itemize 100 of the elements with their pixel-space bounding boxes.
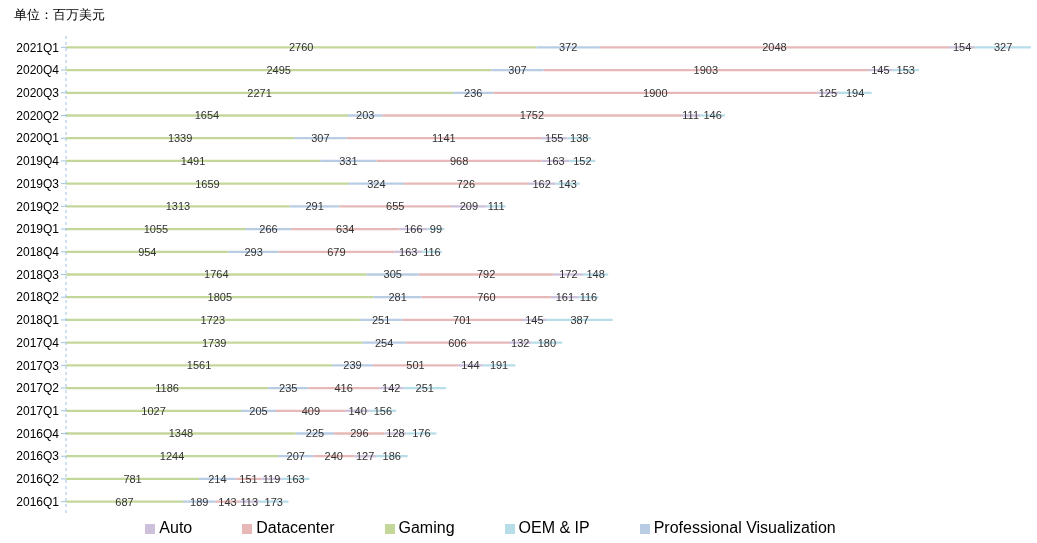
data-label: 281	[388, 291, 407, 304]
data-label: 1339	[167, 132, 193, 145]
data-label: 214	[208, 472, 227, 485]
data-label: 324	[367, 177, 386, 190]
data-label: 291	[305, 200, 324, 213]
y-tick-label: 2020Q3	[16, 86, 60, 101]
data-label: 111	[682, 109, 700, 122]
data-label: 2271	[247, 86, 272, 99]
data-label: 1055	[143, 222, 169, 235]
data-label: 166	[404, 222, 423, 235]
y-tick-label: 2017Q3	[16, 358, 60, 373]
data-label: 2760	[289, 41, 314, 54]
data-label: 172	[559, 268, 578, 281]
data-label: 1141	[432, 132, 456, 145]
data-label: 305	[383, 268, 402, 281]
data-label: 156	[373, 404, 393, 417]
data-label: 132	[511, 336, 530, 349]
y-tick-label: 2019Q4	[16, 154, 60, 169]
y-tick-label: 2019Q3	[16, 176, 60, 191]
data-label: 128	[386, 427, 405, 440]
y-tick-label: 2018Q1	[16, 313, 60, 328]
data-label: 180	[537, 336, 557, 349]
data-label: 207	[286, 450, 305, 463]
data-label: 307	[508, 63, 527, 76]
data-label: 327	[993, 41, 1013, 54]
data-label: 140	[348, 404, 367, 417]
y-tick-label: 2018Q4	[16, 245, 60, 260]
data-label: 2048	[762, 41, 787, 54]
data-label: 1903	[693, 63, 719, 76]
data-label: 111	[487, 200, 505, 213]
y-tick-label: 2020Q1	[16, 131, 60, 146]
text: 单位：百万美元	[14, 6, 105, 24]
data-label: 151	[239, 472, 258, 485]
data-label: 1805	[207, 291, 233, 304]
data-label: 606	[448, 336, 467, 349]
data-label: 119	[262, 472, 281, 485]
data-label: 251	[415, 381, 434, 394]
data-label: 163	[546, 154, 565, 167]
data-label: 99	[429, 222, 443, 235]
data-label: 144	[461, 359, 480, 372]
data-label: 760	[477, 291, 496, 304]
data-label: 186	[382, 450, 401, 463]
data-label: 307	[311, 132, 330, 145]
data-label: 162	[532, 177, 551, 190]
data-label: 254	[374, 336, 394, 349]
data-label: 1027	[141, 404, 166, 417]
y-tick-label: 2016Q3	[16, 449, 60, 464]
data-label: 125	[818, 86, 838, 99]
data-label: 331	[339, 154, 358, 167]
data-label: 968	[449, 154, 469, 167]
data-label: 116	[579, 291, 598, 304]
data-label: 687	[115, 495, 134, 508]
data-label: 1752	[519, 109, 545, 122]
data-label: 655	[386, 200, 405, 213]
y-tick-label: 2016Q1	[16, 494, 60, 509]
data-label: 145	[871, 63, 890, 76]
data-label: 153	[896, 63, 915, 76]
data-label: 2495	[266, 63, 291, 76]
data-label: 143	[558, 177, 577, 190]
data-label: 1313	[165, 200, 191, 213]
y-tick-label: 2020Q2	[16, 108, 60, 123]
data-label: 148	[586, 268, 605, 281]
data-label: 634	[336, 222, 355, 235]
data-label: 372	[559, 41, 578, 54]
data-label: 1654	[194, 109, 220, 122]
data-label: 152	[573, 154, 592, 167]
data-label: 191	[489, 359, 509, 372]
data-label: 1723	[200, 313, 226, 326]
data-label: 240	[324, 450, 343, 463]
data-label: 1764	[204, 268, 229, 281]
y-tick-label: 2016Q4	[16, 426, 60, 441]
data-label: 235	[279, 381, 298, 394]
data-label: 189	[190, 495, 209, 508]
data-label: 792	[477, 268, 496, 281]
legend-label: OEM & IP	[518, 519, 590, 536]
data-label: 954	[138, 245, 157, 258]
data-label: 251	[371, 313, 391, 326]
data-label: 116	[423, 245, 441, 258]
data-label: 1900	[643, 86, 668, 99]
data-label: 1348	[168, 427, 194, 440]
legend-label: Gaming	[398, 519, 455, 536]
y-tick-label: 2021Q1	[16, 40, 60, 55]
data-label: 296	[350, 427, 369, 440]
data-label: 236	[464, 86, 483, 99]
data-label: 143	[218, 495, 237, 508]
data-label: 145	[525, 313, 544, 326]
data-label: 173	[264, 495, 283, 508]
data-label: 142	[382, 381, 401, 394]
data-label: 1186	[155, 381, 179, 394]
data-label: 266	[259, 222, 278, 235]
data-label: 501	[406, 359, 425, 372]
y-tick-label: 2019Q2	[16, 199, 60, 214]
data-label: 194	[845, 86, 865, 99]
data-label: 293	[244, 245, 263, 258]
data-label: 409	[301, 404, 321, 417]
data-label: 205	[249, 404, 268, 417]
data-label: 127	[355, 450, 375, 463]
data-label: 161	[555, 291, 575, 304]
y-tick-label: 2019Q1	[16, 222, 60, 237]
data-label: 203	[356, 109, 375, 122]
